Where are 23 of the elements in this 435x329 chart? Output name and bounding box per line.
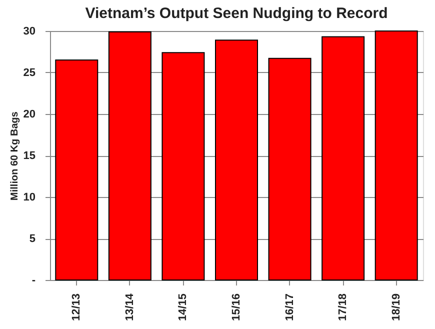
bar: [374, 30, 418, 280]
bar: [215, 40, 258, 280]
bar: [268, 58, 312, 280]
y-tick-label: 5: [29, 233, 36, 245]
bar: [322, 36, 365, 280]
y-tick-label: 25: [23, 67, 36, 79]
x-tick-label: 18/19: [390, 294, 402, 322]
y-tick-label: -: [32, 274, 36, 286]
y-tick-label: 15: [23, 150, 36, 162]
chart-title: Vietnam’s Output Seen Nudging to Record: [85, 5, 388, 22]
x-tick-label: 15/16: [230, 294, 242, 322]
x-tick-label: 17/18: [337, 294, 350, 322]
bar: [162, 52, 205, 280]
bar: [108, 31, 152, 280]
x-tick-label: 13/14: [124, 292, 136, 322]
bar: [55, 60, 98, 280]
y-tick-label: 10: [23, 192, 36, 204]
x-tick-label: 14/15: [177, 294, 190, 322]
y-axis-title: Million 60 Kg Bags: [9, 111, 20, 200]
x-tick-label: 12/13: [70, 294, 83, 322]
x-tick-label: 16/17: [284, 294, 296, 322]
y-tick-label: 20: [23, 108, 36, 120]
y-tick-label: 30: [23, 26, 36, 38]
